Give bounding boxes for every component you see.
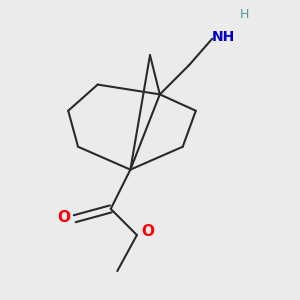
Text: O: O [57,210,70,225]
Text: NH: NH [212,30,235,44]
Text: H: H [240,8,250,21]
Text: O: O [141,224,154,238]
